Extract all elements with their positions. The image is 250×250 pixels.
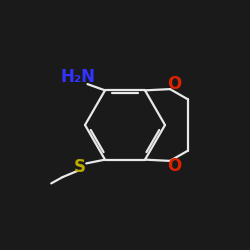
- Text: H₂N: H₂N: [60, 68, 95, 86]
- Text: O: O: [167, 74, 181, 92]
- Text: S: S: [74, 158, 86, 176]
- Text: O: O: [167, 158, 181, 176]
